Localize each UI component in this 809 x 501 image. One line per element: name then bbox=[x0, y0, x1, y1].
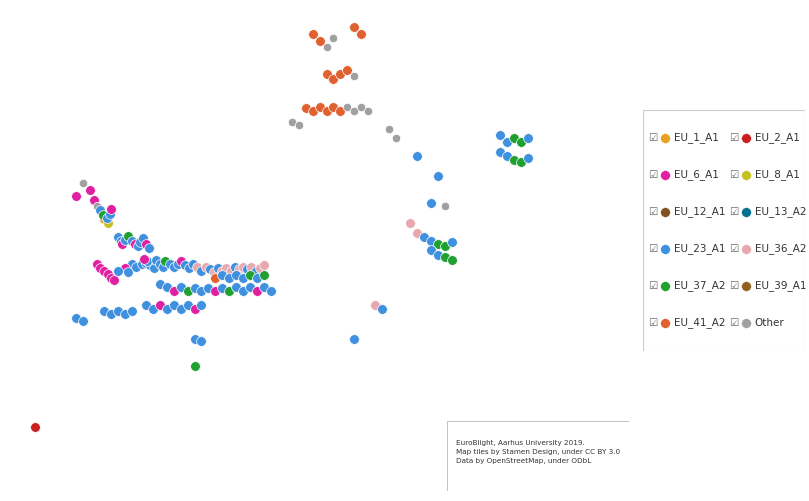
Text: ☑: ☑ bbox=[729, 244, 738, 254]
Text: ☑: ☑ bbox=[729, 207, 738, 217]
Text: EU_13_A2: EU_13_A2 bbox=[755, 206, 807, 217]
Text: EU_39_A1: EU_39_A1 bbox=[755, 281, 807, 292]
Text: EU_36_A2: EU_36_A2 bbox=[755, 243, 807, 255]
Text: ☑: ☑ bbox=[729, 318, 738, 328]
Text: Other: Other bbox=[755, 318, 785, 328]
Text: EU_12_A1: EU_12_A1 bbox=[674, 206, 726, 217]
Text: ☑: ☑ bbox=[648, 318, 657, 328]
Text: ☑: ☑ bbox=[648, 244, 657, 254]
Text: ☑: ☑ bbox=[729, 133, 738, 143]
Text: EU_8_A1: EU_8_A1 bbox=[755, 169, 799, 180]
FancyBboxPatch shape bbox=[447, 421, 629, 491]
Text: ☑: ☑ bbox=[648, 133, 657, 143]
Text: EU_2_A1: EU_2_A1 bbox=[755, 133, 799, 143]
Text: ☑: ☑ bbox=[648, 207, 657, 217]
Text: ☑: ☑ bbox=[648, 281, 657, 291]
FancyBboxPatch shape bbox=[643, 110, 805, 351]
Text: EU_23_A1: EU_23_A1 bbox=[674, 243, 726, 255]
Text: ☑: ☑ bbox=[729, 281, 738, 291]
Text: EuroBlight, Aarhus University 2019.
Map tiles by Stamen Design, under CC BY 3.0
: EuroBlight, Aarhus University 2019. Map … bbox=[456, 440, 621, 464]
Text: ☑: ☑ bbox=[729, 170, 738, 180]
Text: EU_37_A2: EU_37_A2 bbox=[674, 281, 726, 292]
Text: ☑: ☑ bbox=[648, 170, 657, 180]
Text: EU_41_A2: EU_41_A2 bbox=[674, 318, 726, 328]
Text: EU_1_A1: EU_1_A1 bbox=[674, 133, 718, 143]
Text: EU_6_A1: EU_6_A1 bbox=[674, 169, 718, 180]
